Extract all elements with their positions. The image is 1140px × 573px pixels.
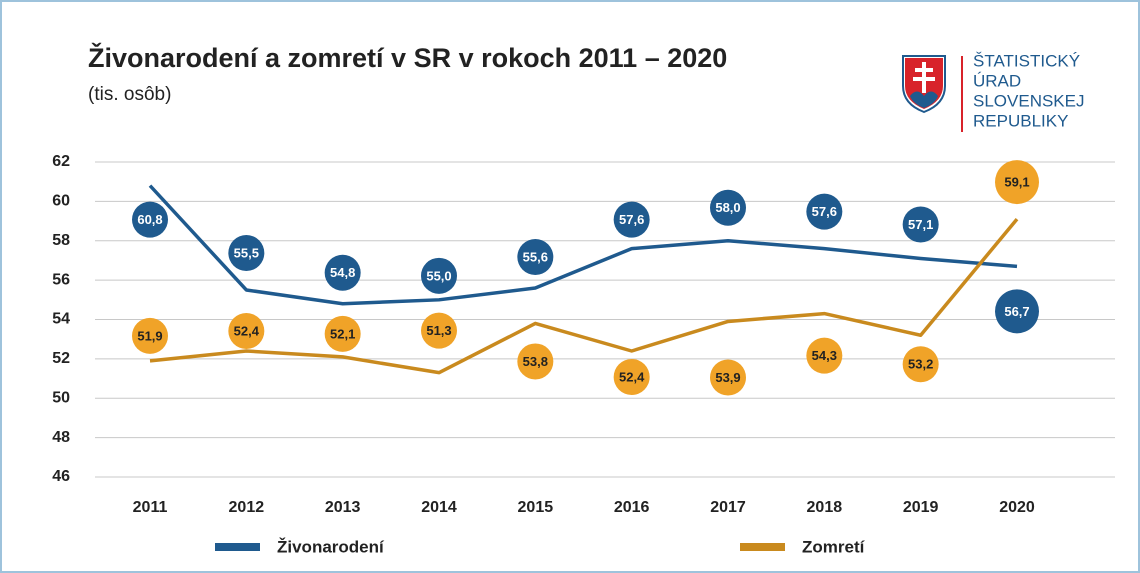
y-tick-label: 56 bbox=[52, 271, 70, 288]
logo-text: SLOVENSKEJ bbox=[973, 91, 1085, 110]
label-bubble bbox=[995, 289, 1039, 334]
label-bubble bbox=[613, 359, 650, 395]
legend-label: Zomretí bbox=[802, 537, 866, 556]
logo-text: REPUBLIKY bbox=[973, 111, 1068, 130]
data-label: 54,3 bbox=[812, 348, 837, 363]
y-tick-label: 48 bbox=[52, 429, 70, 446]
x-tick-label: 2020 bbox=[999, 499, 1035, 516]
label-bubble bbox=[421, 312, 457, 349]
x-tick-label: 2017 bbox=[710, 499, 746, 516]
y-tick-label: 46 bbox=[52, 468, 70, 485]
data-label: 51,9 bbox=[137, 328, 162, 343]
label-bubble bbox=[902, 346, 939, 383]
x-tick-label: 2015 bbox=[518, 499, 554, 516]
x-tick-label: 2018 bbox=[807, 499, 843, 516]
data-label: 58,0 bbox=[715, 200, 740, 215]
label-bubble bbox=[517, 239, 554, 275]
label-bubble bbox=[517, 343, 554, 380]
y-tick-label: 58 bbox=[52, 232, 70, 249]
x-tick-label: 2013 bbox=[325, 499, 361, 516]
label-bubble bbox=[902, 206, 939, 243]
data-label: 55,6 bbox=[523, 249, 548, 264]
logo bbox=[902, 55, 963, 132]
y-tick-label: 50 bbox=[52, 389, 70, 406]
x-tick-label: 2011 bbox=[133, 499, 168, 516]
data-label: 57,6 bbox=[619, 212, 644, 227]
logo-text: ŠTATISTICKÝ bbox=[973, 51, 1080, 70]
label-bubble bbox=[995, 160, 1039, 205]
chart-title: Živonarodení a zomretí v SR v rokoch 201… bbox=[88, 42, 727, 73]
logo-text: ÚRAD bbox=[973, 71, 1021, 90]
data-label: 51,3 bbox=[426, 323, 451, 338]
data-label: 57,6 bbox=[812, 204, 837, 219]
chart-subtitle: (tis. osôb) bbox=[88, 84, 171, 105]
label-bubble bbox=[806, 337, 843, 374]
label-bubble bbox=[613, 201, 650, 238]
data-label: 55,0 bbox=[426, 268, 451, 283]
label-bubble bbox=[228, 313, 265, 349]
label-bubble bbox=[324, 254, 361, 291]
y-tick-label: 62 bbox=[52, 153, 70, 170]
label-bubble bbox=[228, 234, 265, 271]
y-tick-label: 54 bbox=[52, 311, 70, 328]
data-label: 55,5 bbox=[234, 245, 259, 260]
label-bubble bbox=[132, 201, 168, 238]
data-label: 56,7 bbox=[1004, 304, 1029, 319]
label-bubble bbox=[132, 317, 168, 354]
cross bbox=[913, 62, 935, 93]
data-label: 60,8 bbox=[137, 212, 162, 227]
data-label: 53,2 bbox=[908, 357, 933, 372]
x-tick-label: 2016 bbox=[614, 499, 650, 516]
y-tick-label: 52 bbox=[52, 350, 70, 367]
legend-label: Živonarodení bbox=[277, 537, 385, 556]
data-label: 54,8 bbox=[330, 265, 355, 280]
data-label: 57,1 bbox=[908, 217, 933, 232]
series-line bbox=[148, 184, 1018, 306]
data-label: 52,4 bbox=[234, 323, 260, 338]
data-label: 59,1 bbox=[1004, 175, 1029, 190]
label-bubble bbox=[710, 189, 746, 226]
label-bubble bbox=[710, 359, 746, 396]
x-tick-label: 2019 bbox=[903, 499, 939, 516]
data-label: 53,9 bbox=[715, 370, 740, 385]
data-label: 52,1 bbox=[330, 326, 355, 341]
label-bubble bbox=[324, 315, 361, 352]
label-bubble bbox=[421, 257, 457, 294]
shield-hills bbox=[910, 91, 938, 108]
x-tick-label: 2012 bbox=[229, 499, 265, 516]
data-label: 53,8 bbox=[523, 354, 548, 369]
x-tick-label: 2014 bbox=[421, 499, 457, 516]
series-line bbox=[149, 217, 1019, 375]
data-label: 52,4 bbox=[619, 369, 645, 384]
label-bubble bbox=[806, 193, 843, 230]
y-tick-label: 60 bbox=[52, 193, 70, 210]
